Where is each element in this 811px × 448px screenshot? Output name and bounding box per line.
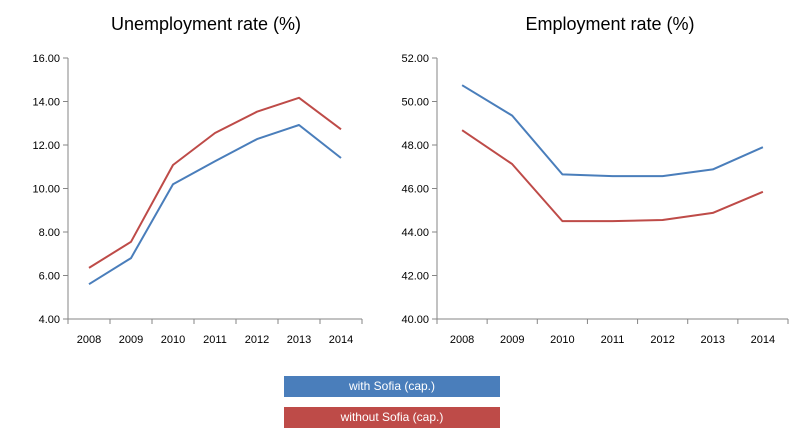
chart2-x-tick-label: 2009 (500, 334, 524, 346)
chart1-x-tick-label: 2012 (245, 334, 269, 346)
chart1-x-tick-label: 2009 (119, 334, 143, 346)
chart1-x-tick-label: 2010 (161, 334, 185, 346)
legend-without-sofia: without Sofia (cap.) (284, 407, 500, 428)
chart2-y-tick-label: 46.00 (401, 184, 429, 196)
legend-without-sofia-label: without Sofia (cap.) (340, 410, 444, 424)
chart1-series-with-sofia-line (88, 124, 342, 286)
chart2-x-tick-label: 2013 (701, 334, 725, 346)
chart1-y-tick-label: 4.00 (39, 314, 60, 326)
chart2-series-without-sofia-line (461, 129, 764, 223)
chart1-y-tick-label: 14.00 (32, 97, 60, 109)
chart1-y-tick-label: 6.00 (39, 271, 60, 283)
chart1-y-tick-label: 16.00 (32, 53, 60, 65)
chart1-x-tick-label: 2014 (329, 334, 353, 346)
chart2-title: Employment rate (%) (525, 14, 694, 34)
chart2-y-tick-label: 40.00 (401, 314, 429, 326)
chart2-y-tick-label: 50.00 (401, 97, 429, 109)
legend-with-sofia-label: with Sofia (cap.) (348, 379, 436, 393)
chart1-x-tick-label: 2013 (287, 334, 311, 346)
chart2-x-tick-label: 2008 (450, 334, 474, 346)
chart2-y-tick-label: 48.00 (401, 140, 429, 152)
chart2-series-with-sofia-line (461, 84, 764, 178)
chart2-x-tick-label: 2010 (550, 334, 574, 346)
chart2-y-tick-label: 42.00 (401, 271, 429, 283)
chart1-x-tick-label: 2008 (77, 334, 101, 346)
legend-with-sofia: with Sofia (cap.) (284, 376, 500, 397)
chart2-y-tick-label: 52.00 (401, 53, 429, 65)
chart1-title: Unemployment rate (%) (111, 14, 301, 34)
chart1-x-tick-label: 2011 (203, 334, 227, 346)
chart2-x-tick-label: 2012 (650, 334, 674, 346)
chart1-y-tick-label: 8.00 (39, 227, 60, 239)
chart1-y-tick-label: 10.00 (32, 184, 60, 196)
chart2-y-tick-label: 44.00 (401, 227, 429, 239)
chart2-x-tick-label: 2014 (751, 334, 775, 346)
chart1-y-tick-label: 12.00 (32, 140, 60, 152)
chart1-series-without-sofia-line (88, 96, 342, 269)
chart2-x-tick-label: 2011 (601, 334, 625, 346)
